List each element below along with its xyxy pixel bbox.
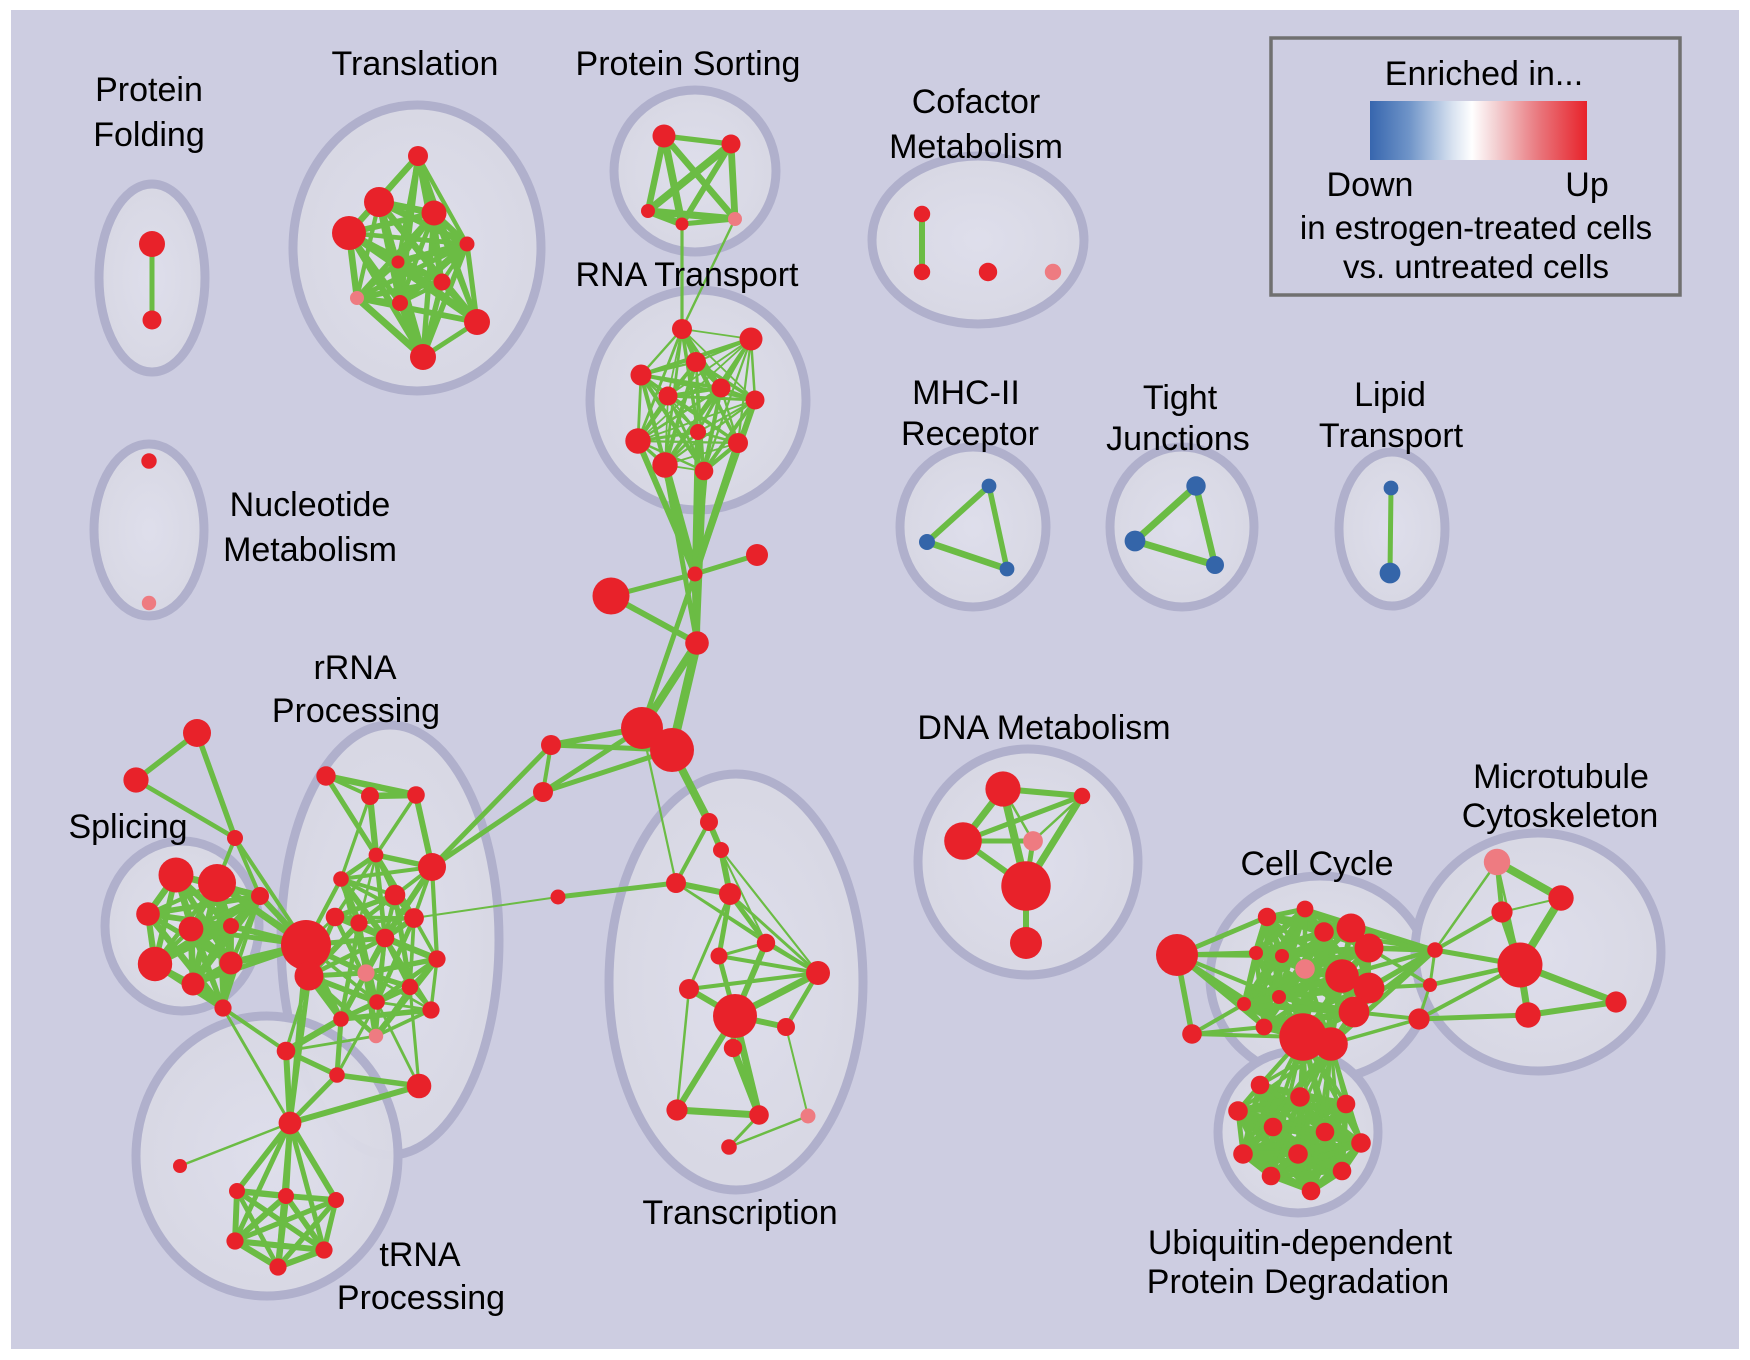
svg-text:tRNA: tRNA bbox=[379, 1236, 461, 1274]
svg-text:Processing: Processing bbox=[337, 1279, 505, 1317]
svg-text:Protein: Protein bbox=[95, 71, 203, 109]
svg-text:in estrogen-treated cells: in estrogen-treated cells bbox=[1300, 209, 1652, 246]
svg-text:Translation: Translation bbox=[332, 45, 499, 83]
svg-text:rRNA: rRNA bbox=[313, 649, 396, 687]
svg-text:Transcription: Transcription bbox=[642, 1194, 837, 1232]
svg-text:RNA Transport: RNA Transport bbox=[576, 256, 800, 294]
svg-text:Cell Cycle: Cell Cycle bbox=[1240, 845, 1393, 883]
svg-text:Cytoskeleton: Cytoskeleton bbox=[1462, 797, 1659, 835]
svg-text:Protein Sorting: Protein Sorting bbox=[576, 45, 801, 83]
svg-text:Splicing: Splicing bbox=[68, 808, 187, 846]
svg-text:Junctions: Junctions bbox=[1106, 420, 1250, 458]
svg-text:Processing: Processing bbox=[272, 692, 440, 730]
svg-text:Microtubule: Microtubule bbox=[1473, 758, 1649, 796]
svg-text:DNA Metabolism: DNA Metabolism bbox=[917, 709, 1170, 747]
svg-text:MHC-II: MHC-II bbox=[912, 374, 1020, 412]
svg-text:Lipid: Lipid bbox=[1354, 376, 1426, 414]
svg-text:Folding: Folding bbox=[93, 116, 205, 154]
svg-text:Metabolism: Metabolism bbox=[223, 531, 397, 569]
svg-text:Transport: Transport bbox=[1319, 417, 1464, 455]
svg-text:Ubiquitin-dependent: Ubiquitin-dependent bbox=[1148, 1224, 1453, 1262]
svg-text:vs. untreated cells: vs. untreated cells bbox=[1343, 248, 1609, 285]
svg-text:Down: Down bbox=[1327, 166, 1414, 204]
svg-text:Receptor: Receptor bbox=[901, 415, 1039, 453]
svg-text:Cofactor: Cofactor bbox=[912, 83, 1041, 121]
svg-text:Metabolism: Metabolism bbox=[889, 128, 1063, 166]
svg-text:Tight: Tight bbox=[1143, 379, 1218, 417]
svg-text:Nucleotide: Nucleotide bbox=[230, 486, 391, 524]
svg-text:Up: Up bbox=[1565, 166, 1608, 204]
svg-text:Enriched in...: Enriched in... bbox=[1385, 55, 1583, 93]
svg-text:Protein Degradation: Protein Degradation bbox=[1147, 1263, 1449, 1301]
